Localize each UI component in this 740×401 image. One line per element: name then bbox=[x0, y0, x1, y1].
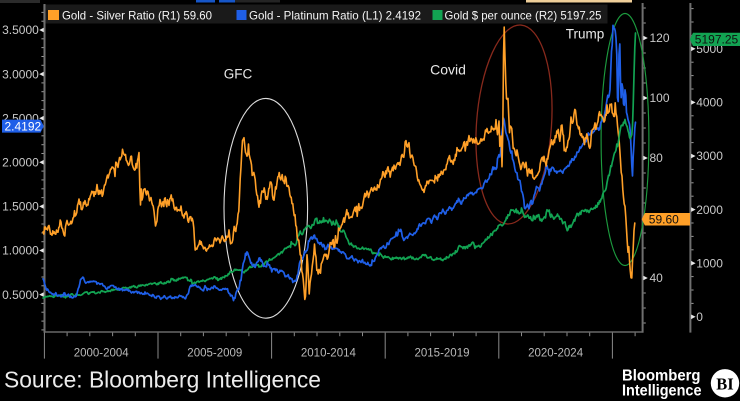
svg-text:59.60: 59.60 bbox=[649, 213, 679, 227]
svg-text:Bloomberg: Bloomberg bbox=[622, 368, 701, 385]
svg-text:100: 100 bbox=[650, 91, 670, 105]
svg-text:5197.25: 5197.25 bbox=[695, 32, 739, 46]
svg-text:2.0000: 2.0000 bbox=[2, 156, 39, 170]
svg-text:Gold $ per ounce (R2) 5197.25: Gold $ per ounce (R2) 5197.25 bbox=[445, 9, 602, 23]
svg-text:2005-2009: 2005-2009 bbox=[187, 348, 242, 360]
svg-text:0: 0 bbox=[696, 310, 703, 324]
svg-text:Intelligence: Intelligence bbox=[622, 382, 702, 399]
svg-text:0.5000: 0.5000 bbox=[2, 288, 39, 302]
svg-text:120: 120 bbox=[650, 31, 670, 45]
svg-text:3.5000: 3.5000 bbox=[2, 23, 39, 37]
svg-text:4000: 4000 bbox=[696, 96, 723, 110]
svg-text:1.5000: 1.5000 bbox=[2, 200, 39, 214]
svg-text:80: 80 bbox=[650, 151, 664, 165]
svg-text:2020-2024: 2020-2024 bbox=[528, 348, 584, 360]
svg-text:2015-2019: 2015-2019 bbox=[415, 348, 470, 360]
svg-text:3000: 3000 bbox=[696, 149, 723, 163]
svg-text:GFC: GFC bbox=[224, 67, 253, 82]
svg-text:2000-2004: 2000-2004 bbox=[74, 348, 130, 360]
svg-text:2.4192: 2.4192 bbox=[5, 119, 42, 133]
svg-text:Gold - Platinum Ratio (L1) 2.4: Gold - Platinum Ratio (L1) 2.4192 bbox=[249, 9, 421, 23]
svg-text:BI: BI bbox=[716, 374, 733, 393]
svg-text:2010-2014: 2010-2014 bbox=[301, 348, 357, 360]
svg-text:40: 40 bbox=[650, 271, 664, 285]
svg-text:Covid: Covid bbox=[430, 62, 466, 78]
svg-text:Source: Bloomberg Intelligence: Source: Bloomberg Intelligence bbox=[4, 367, 321, 393]
svg-text:3.0000: 3.0000 bbox=[2, 67, 39, 81]
svg-text:1.0000: 1.0000 bbox=[2, 244, 39, 258]
svg-text:1000: 1000 bbox=[696, 256, 723, 270]
svg-text:Gold - Silver Ratio (R1) 59.60: Gold - Silver Ratio (R1) 59.60 bbox=[62, 9, 212, 23]
svg-text:2000: 2000 bbox=[696, 203, 723, 217]
svg-text:Trump: Trump bbox=[566, 27, 605, 42]
